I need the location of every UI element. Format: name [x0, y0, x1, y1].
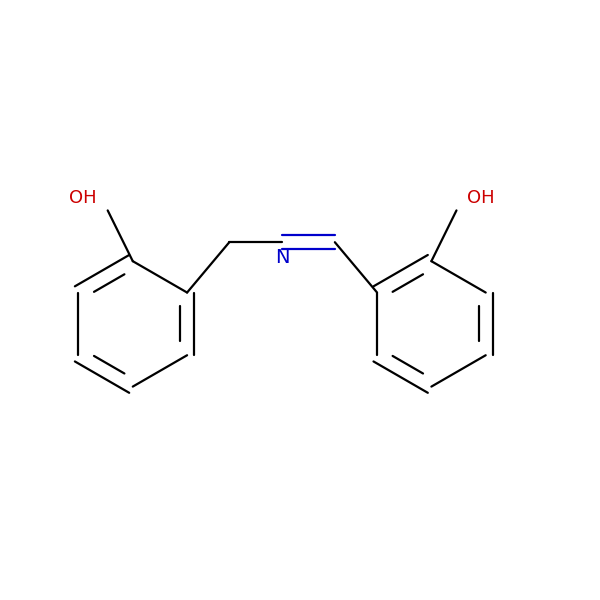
- Text: OH: OH: [70, 190, 97, 208]
- Text: N: N: [275, 248, 289, 267]
- Text: OH: OH: [467, 190, 495, 208]
